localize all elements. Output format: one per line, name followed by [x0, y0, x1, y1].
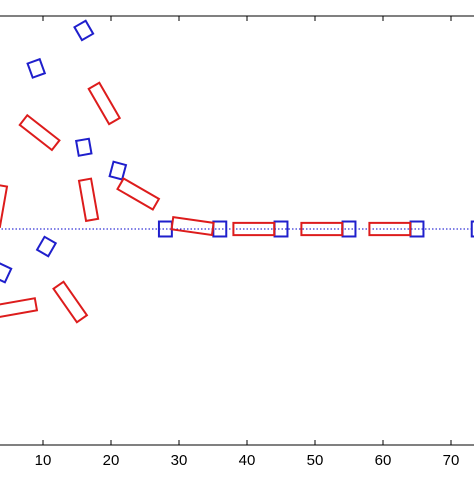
x-tick-label: 50: [307, 452, 324, 469]
x-tick-label: 20: [103, 452, 120, 469]
blue-marker-6: [74, 137, 93, 157]
red-marker-2: [18, 113, 61, 152]
blue-marker-7: [108, 160, 128, 181]
red-marker-3: [52, 280, 89, 324]
x-tick-label: 30: [171, 452, 188, 469]
red-marker-6: [116, 177, 161, 211]
blue-marker-2: [35, 235, 58, 258]
blue-marker-5: [73, 19, 95, 42]
red-marker-0: [0, 183, 9, 228]
vehicle-markers: [0, 19, 474, 324]
red-marker-7: [170, 216, 215, 237]
blue-marker-1: [0, 261, 13, 284]
blue-marker-13: [470, 220, 474, 238]
x-tick-label: 70: [443, 452, 460, 469]
blue-marker-3: [26, 57, 47, 79]
red-marker-9: [300, 221, 344, 237]
x-tick-label: 40: [239, 452, 256, 469]
x-tick-label: 10: [35, 452, 52, 469]
red-marker-10: [368, 221, 412, 237]
red-marker-8: [232, 221, 276, 237]
x-axis-ticks: 10 20 30 40 50 60 70: [35, 16, 460, 469]
x-tick-label: 60: [375, 452, 392, 469]
plot-frame: [0, 15, 474, 446]
red-marker-1: [0, 297, 39, 319]
red-marker-5: [87, 81, 122, 126]
red-marker-4: [77, 177, 100, 223]
